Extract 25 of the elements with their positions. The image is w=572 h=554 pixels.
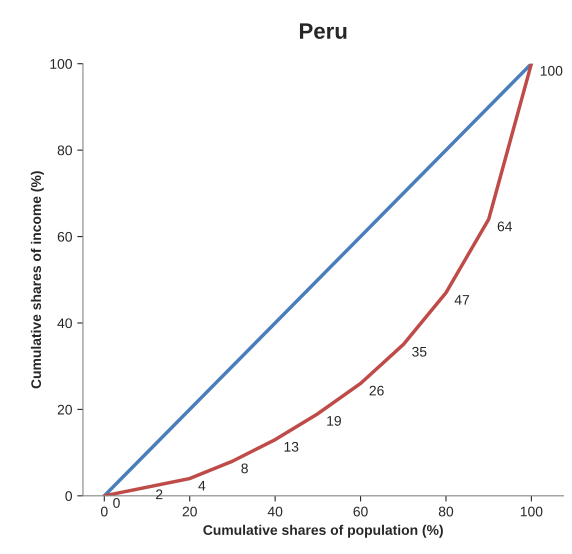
x-axis-title: Cumulative shares of population (%) bbox=[203, 524, 443, 538]
data-label: 64 bbox=[498, 222, 512, 232]
y-tick-label: 100 bbox=[50, 59, 72, 69]
x-tick-label: 0 bbox=[100, 506, 108, 516]
data-label: 8 bbox=[241, 463, 248, 474]
y-axis-title: Cumulative shares of income (%) bbox=[30, 171, 44, 388]
x-tick-label: 20 bbox=[182, 506, 197, 516]
x-tick-label: 40 bbox=[268, 506, 282, 516]
data-label: 19 bbox=[327, 416, 341, 426]
y-tick-label: 60 bbox=[58, 232, 72, 242]
x-tick-label: 80 bbox=[438, 506, 454, 516]
data-label: 13 bbox=[284, 442, 298, 452]
data-label: 35 bbox=[412, 346, 426, 357]
data-label: 4 bbox=[198, 480, 206, 490]
y-tick-label: 20 bbox=[58, 404, 72, 415]
y-tick-label: 80 bbox=[58, 145, 72, 156]
y-tick-label: 0 bbox=[65, 491, 72, 501]
data-label: 100 bbox=[540, 66, 562, 76]
chart-title: Peru bbox=[300, 23, 346, 39]
data-label: 0 bbox=[113, 498, 120, 508]
y-tick-label: 40 bbox=[57, 318, 72, 328]
x-tick-label: 60 bbox=[354, 506, 368, 516]
x-tick-label: 100 bbox=[520, 506, 542, 516]
data-label: 47 bbox=[454, 295, 470, 305]
data-label: 26 bbox=[370, 386, 384, 396]
